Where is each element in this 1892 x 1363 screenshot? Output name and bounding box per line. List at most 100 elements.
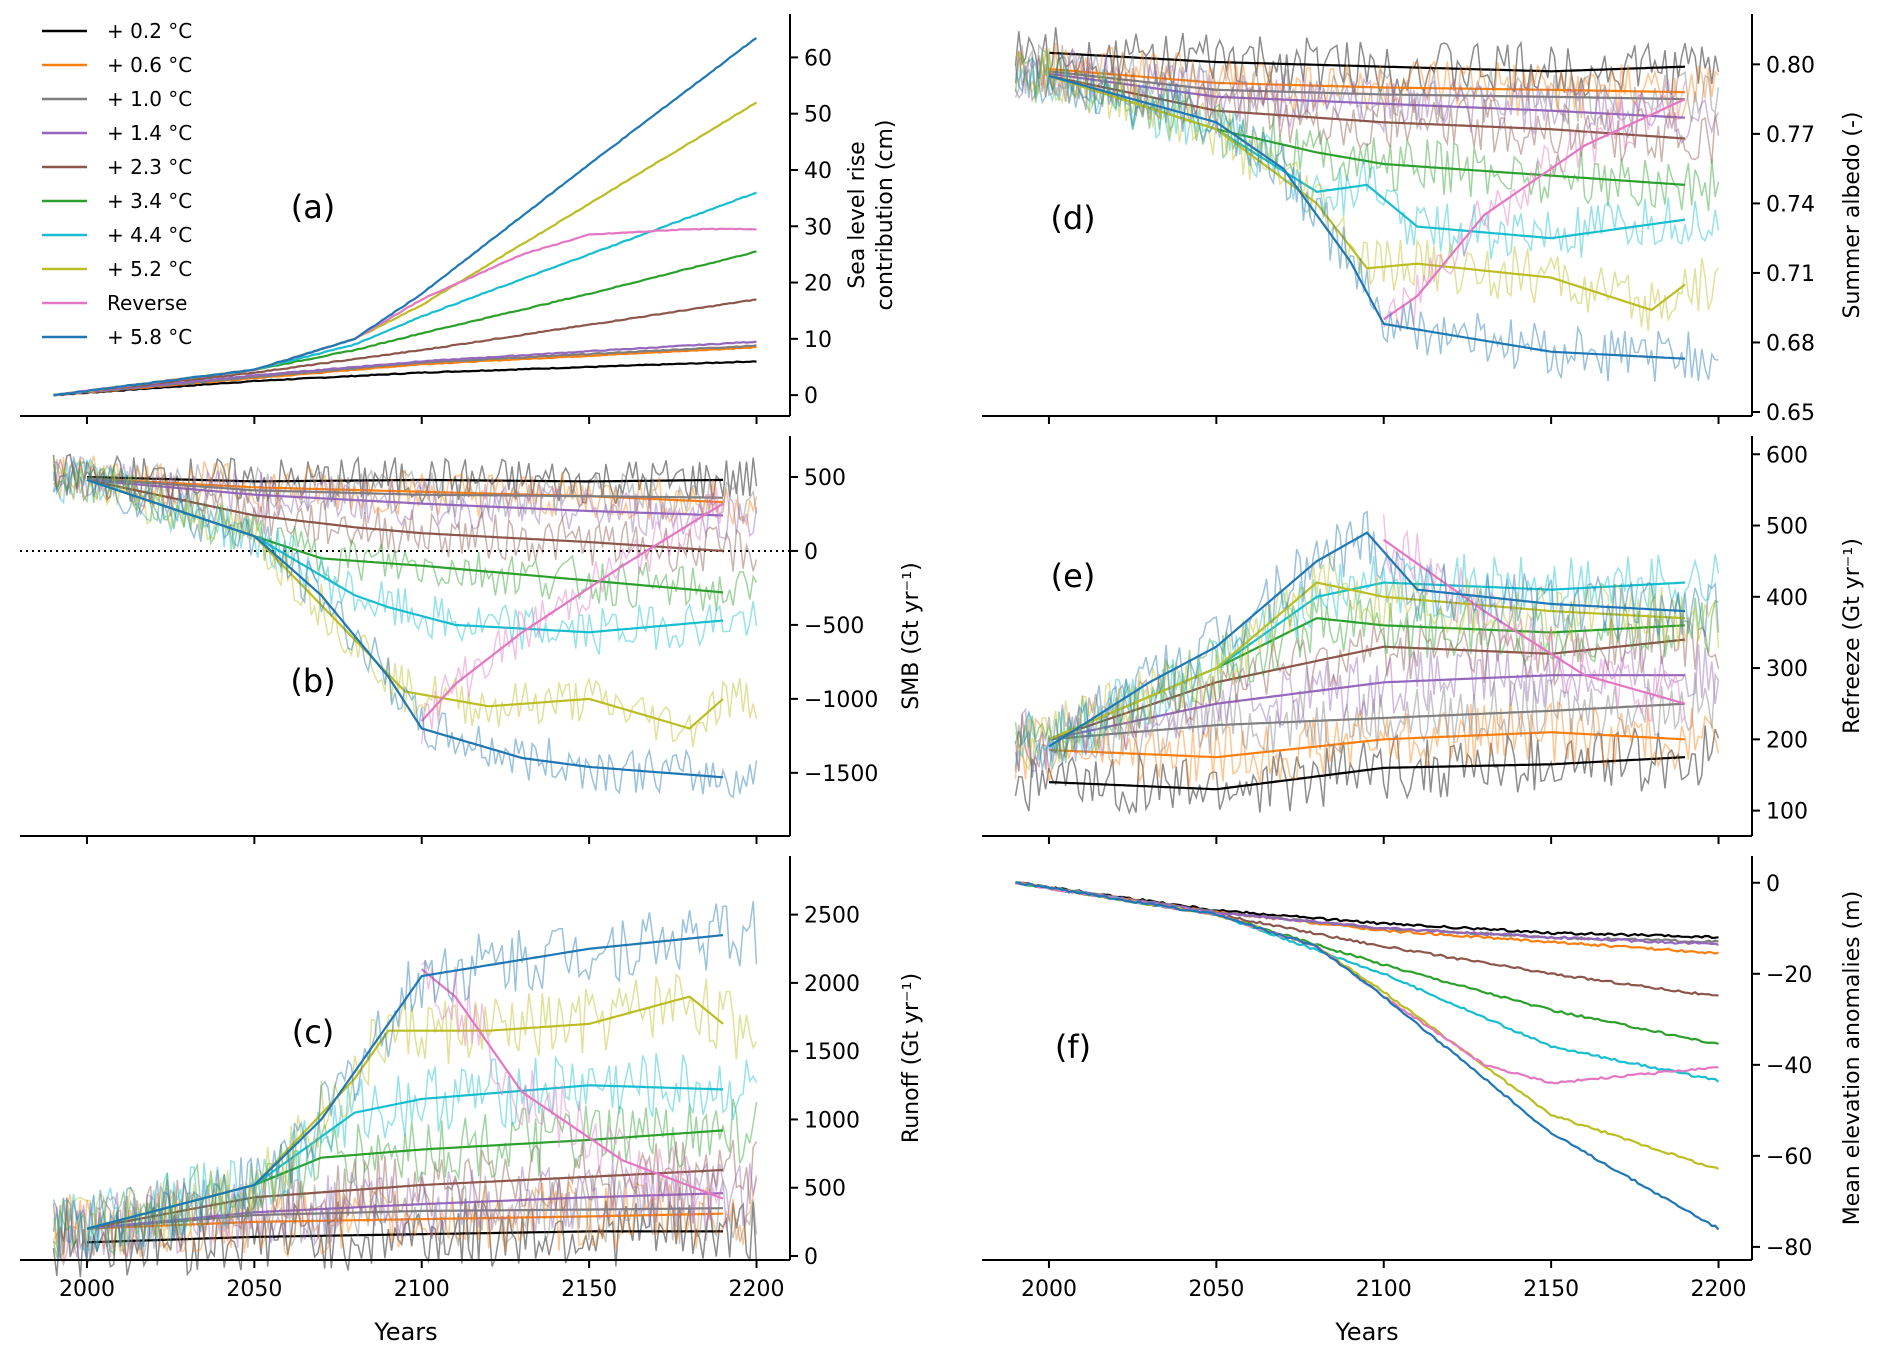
legend-label: + 5.8 °C bbox=[107, 325, 192, 349]
series-line-d-0 bbox=[1048, 51, 1686, 73]
y-tick-label: 1500 bbox=[804, 1040, 860, 1065]
y-tick-label: 10 bbox=[804, 328, 832, 353]
series-group bbox=[1014, 880, 1720, 1231]
y-axis-label: Summer albedo (-) bbox=[1840, 112, 1865, 319]
annual-trace-c-8 bbox=[421, 959, 724, 1227]
series-line-d-4 bbox=[1048, 74, 1686, 140]
y-axis-label: Runoff (Gt yr⁻¹) bbox=[899, 973, 924, 1143]
y-tick-label: 1000 bbox=[804, 1108, 860, 1133]
panel-label: (b) bbox=[290, 662, 335, 700]
legend-item: + 4.4 °C bbox=[42, 223, 192, 247]
panels: 0 10 20 30 40 50 60 Sea level rise contribution … bbox=[20, 14, 1865, 1302]
y-axis-label: SMB (Gt yr⁻¹) bbox=[899, 562, 924, 709]
legend-item: + 1.0 °C bbox=[42, 87, 192, 111]
y-axis-label: Refreeze (Gt yr⁻¹) bbox=[1840, 538, 1865, 734]
annual-trace-e-5 bbox=[1014, 588, 1719, 764]
annual-trace-e-6 bbox=[1014, 554, 1720, 770]
annual-trace-e-4 bbox=[1014, 612, 1720, 772]
series-line-a-9 bbox=[53, 37, 758, 397]
series-line-d-9 bbox=[1048, 74, 1686, 360]
x-tick-label: 2150 bbox=[1523, 1277, 1579, 1302]
series-line-e-0 bbox=[1048, 756, 1686, 791]
y-tick-label: 0 bbox=[804, 384, 818, 409]
y-tick-label: 40 bbox=[804, 159, 832, 184]
annual-trace-e-1 bbox=[1014, 700, 1720, 787]
series-line-d-7 bbox=[1048, 74, 1686, 312]
panel-c: 2000 2050 2100 2150 2200 0 500 1000 1500 2000 2500… bbox=[20, 856, 924, 1302]
annual-trace-c-1 bbox=[52, 1178, 758, 1263]
series-line-f-0 bbox=[1015, 881, 1719, 940]
y-tick-label: 30 bbox=[804, 215, 832, 240]
y-tick-label: −20 bbox=[1766, 963, 1812, 988]
series-line-d-8 bbox=[1383, 98, 1686, 321]
y-tick-label: 2500 bbox=[804, 904, 860, 929]
y-tick-label: 600 bbox=[1766, 443, 1808, 468]
y-tick-label: 0 bbox=[804, 1245, 818, 1270]
panel-a: 0 10 20 30 40 50 60 Sea level rise contribution … bbox=[20, 14, 898, 424]
y-tick-label: 0.80 bbox=[1766, 53, 1815, 78]
panel-label: (d) bbox=[1050, 199, 1095, 237]
series-line-f-7 bbox=[1014, 880, 1719, 1170]
series-line-c-2 bbox=[86, 1207, 723, 1230]
y-tick-label: 0.71 bbox=[1766, 262, 1815, 287]
series-line-d-1 bbox=[1048, 67, 1686, 94]
y-tick-label: 100 bbox=[1766, 800, 1808, 825]
y-tick-label: 0.77 bbox=[1766, 123, 1815, 148]
legend-item: + 2.3 °C bbox=[42, 155, 192, 179]
annual-trace-c-6 bbox=[52, 1052, 758, 1252]
panel-label: (a) bbox=[291, 188, 336, 226]
annual-trace-d-1 bbox=[1014, 42, 1720, 121]
legend: + 0.2 °C + 0.6 °C + 1.0 °C + 1.4 °C + 2.3 °C… bbox=[42, 19, 192, 349]
legend-item: + 5.8 °C bbox=[42, 325, 192, 349]
annual-trace-e-9 bbox=[1014, 510, 1720, 779]
x-tick-label: 2000 bbox=[1021, 1277, 1077, 1302]
y-tick-label: 0 bbox=[1766, 872, 1780, 897]
y-tick-label: −80 bbox=[1766, 1236, 1812, 1261]
legend-item: Reverse bbox=[42, 291, 187, 315]
legend-item: + 5.2 °C bbox=[42, 257, 192, 281]
annual-trace-c-2 bbox=[52, 1172, 758, 1262]
annual-trace-d-6 bbox=[1014, 49, 1720, 260]
x-tick-label: 2150 bbox=[561, 1277, 617, 1302]
series-line-c-3 bbox=[86, 1192, 724, 1230]
y-tick-label: −60 bbox=[1766, 1145, 1812, 1170]
legend-label: + 1.0 °C bbox=[107, 87, 192, 111]
annual-trace-c-5 bbox=[52, 1098, 758, 1258]
panel-d: 0.65 0.68 0.71 0.74 0.77 0.80 Summer albedo (-… bbox=[982, 14, 1865, 426]
series-line-f-5 bbox=[1015, 881, 1719, 1045]
y-tick-label: 500 bbox=[1766, 515, 1808, 540]
y-tick-label: 500 bbox=[804, 466, 846, 491]
y-axis-label: Mean elevation anomalies (m) bbox=[1840, 891, 1865, 1225]
x-tick-label: 2100 bbox=[1356, 1277, 1412, 1302]
annual-trace-b-6 bbox=[52, 457, 758, 655]
y-tick-label: 0.65 bbox=[1766, 401, 1815, 426]
x-tick-label: 2050 bbox=[1188, 1277, 1244, 1302]
y-tick-label: −1500 bbox=[804, 762, 878, 787]
series-line-c-8 bbox=[421, 968, 724, 1200]
x-tick-label: 2000 bbox=[59, 1277, 115, 1302]
y-tick-label: 60 bbox=[804, 46, 832, 71]
series-line-b-8 bbox=[420, 502, 724, 722]
y-tick-label: 200 bbox=[1766, 728, 1808, 753]
series-line-c-9 bbox=[86, 934, 724, 1230]
series-group bbox=[53, 37, 758, 397]
annual-trace-b-2 bbox=[53, 460, 758, 522]
y-tick-label: 0 bbox=[804, 540, 818, 565]
series-line-a-0 bbox=[53, 360, 757, 397]
legend-item: + 3.4 °C bbox=[42, 189, 192, 213]
series-group bbox=[1014, 27, 1720, 382]
y-tick-label: 20 bbox=[804, 272, 832, 297]
series-line-a-2 bbox=[53, 344, 757, 397]
legend-item: + 0.2 °C bbox=[42, 19, 192, 43]
legend-label: + 4.4 °C bbox=[107, 223, 192, 247]
legend-label: Reverse bbox=[107, 291, 187, 315]
legend-label: + 5.2 °C bbox=[107, 257, 192, 281]
annual-trace-d-2 bbox=[1014, 43, 1720, 126]
legend-label: + 2.3 °C bbox=[107, 155, 192, 179]
legend-item: + 1.4 °C bbox=[42, 121, 192, 145]
series-group bbox=[1014, 510, 1720, 816]
y-tick-label: 500 bbox=[804, 1177, 846, 1202]
panel-label: (c) bbox=[292, 1013, 335, 1051]
